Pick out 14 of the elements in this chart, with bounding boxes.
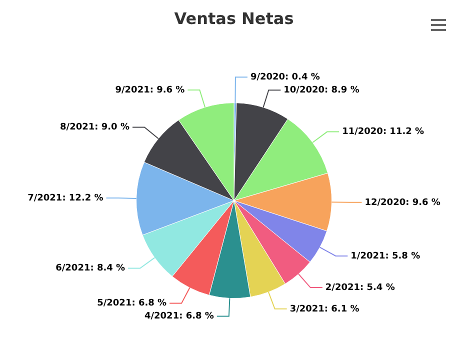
chart-title: Ventas Netas — [174, 8, 294, 28]
slice-label: 11/2020: 11.2 % — [342, 127, 424, 138]
slice-label: 12/2020: 9.6 % — [364, 198, 440, 208]
slice-label: 9/2021: 9.6 % — [115, 85, 185, 96]
slice-label: 8/2021: 9.0 % — [60, 122, 130, 133]
slice-label: 5/2021: 6.8 % — [97, 298, 167, 309]
slice-label: 2/2021: 5.4 % — [325, 282, 395, 293]
slice-label: 10/2020: 8.9 % — [284, 86, 360, 96]
slice-label: 9/2020: 0.4 % — [250, 72, 320, 83]
slice-label: 1/2021: 5.8 % — [350, 251, 420, 262]
slice-label: 7/2021: 12.2 % — [28, 193, 104, 204]
slice-label: 3/2021: 6.1 % — [290, 304, 360, 314]
slice-label: 4/2021: 6.8 % — [144, 312, 214, 322]
slice-label: 6/2021: 8.4 % — [56, 264, 126, 274]
